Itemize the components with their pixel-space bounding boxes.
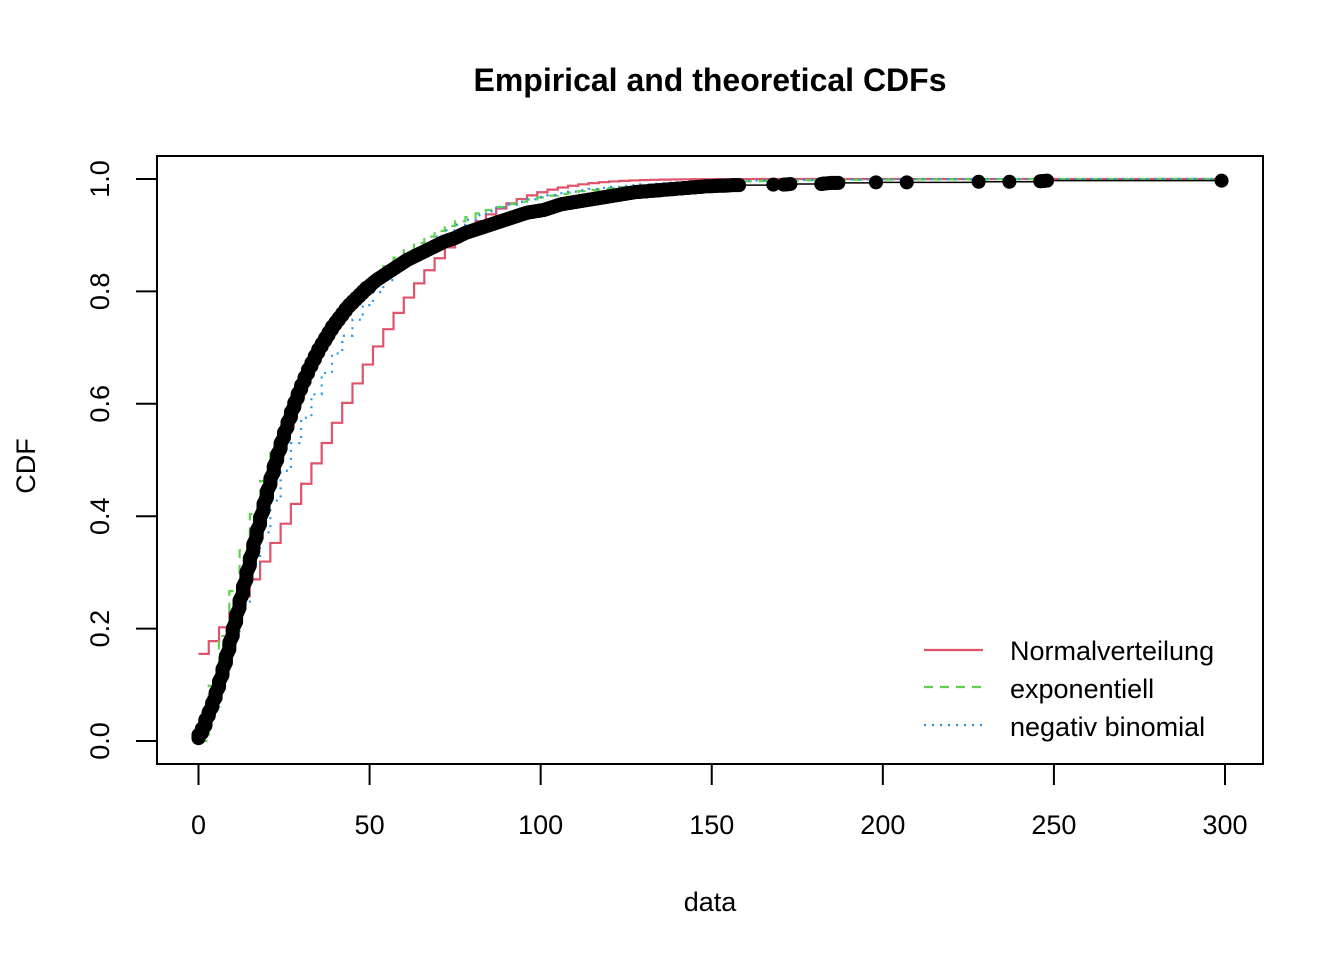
- ecdf-point: [1038, 173, 1053, 188]
- x-axis-label: data: [684, 887, 738, 917]
- y-tick-label: 1.0: [85, 160, 115, 198]
- legend-label-normalverteilung: Normalverteilung: [1010, 636, 1214, 666]
- y-axis: 0.0 0.2 0.4 0.6 0.8 1.0: [85, 160, 157, 760]
- legend-label-negativ-binomial: negativ binomial: [1010, 712, 1205, 742]
- x-tick-label: 200: [860, 810, 905, 840]
- x-tick-label: 0: [191, 810, 206, 840]
- plot-frame: [156, 155, 1264, 765]
- x-tick-label: 150: [689, 810, 734, 840]
- ecdf-point: [730, 178, 745, 193]
- cdf-line-normalverteilung: [198, 177, 1222, 655]
- y-tick-label: 0.6: [85, 385, 115, 423]
- y-tick-label: 0.8: [85, 273, 115, 311]
- empirical-points: [191, 173, 1229, 746]
- legend-label-exponentiell: exponentiell: [1010, 674, 1154, 704]
- ecdf-point: [899, 175, 914, 190]
- y-tick-label: 0.0: [85, 722, 115, 760]
- y-tick-label: 0.2: [85, 610, 115, 648]
- x-tick-label: 50: [355, 810, 385, 840]
- ecdf-point: [1002, 174, 1017, 189]
- x-axis: 0 50 100 150 200 250 300: [191, 764, 1248, 840]
- x-tick-label: 300: [1202, 810, 1247, 840]
- ecdf-point: [766, 177, 781, 192]
- ecdf-point: [971, 174, 986, 189]
- legend: Normalverteilung exponentiell negativ bi…: [924, 636, 1214, 742]
- y-tick-label: 0.4: [85, 497, 115, 535]
- x-tick-label: 250: [1031, 810, 1076, 840]
- ecdf-point: [1214, 173, 1229, 188]
- ecdf-point: [868, 175, 883, 190]
- ecdf-point: [781, 177, 796, 192]
- x-tick-label: 100: [518, 810, 563, 840]
- chart-title: Empirical and theoretical CDFs: [473, 62, 946, 98]
- y-axis-label: CDF: [11, 438, 41, 494]
- ecdf-point: [829, 175, 844, 190]
